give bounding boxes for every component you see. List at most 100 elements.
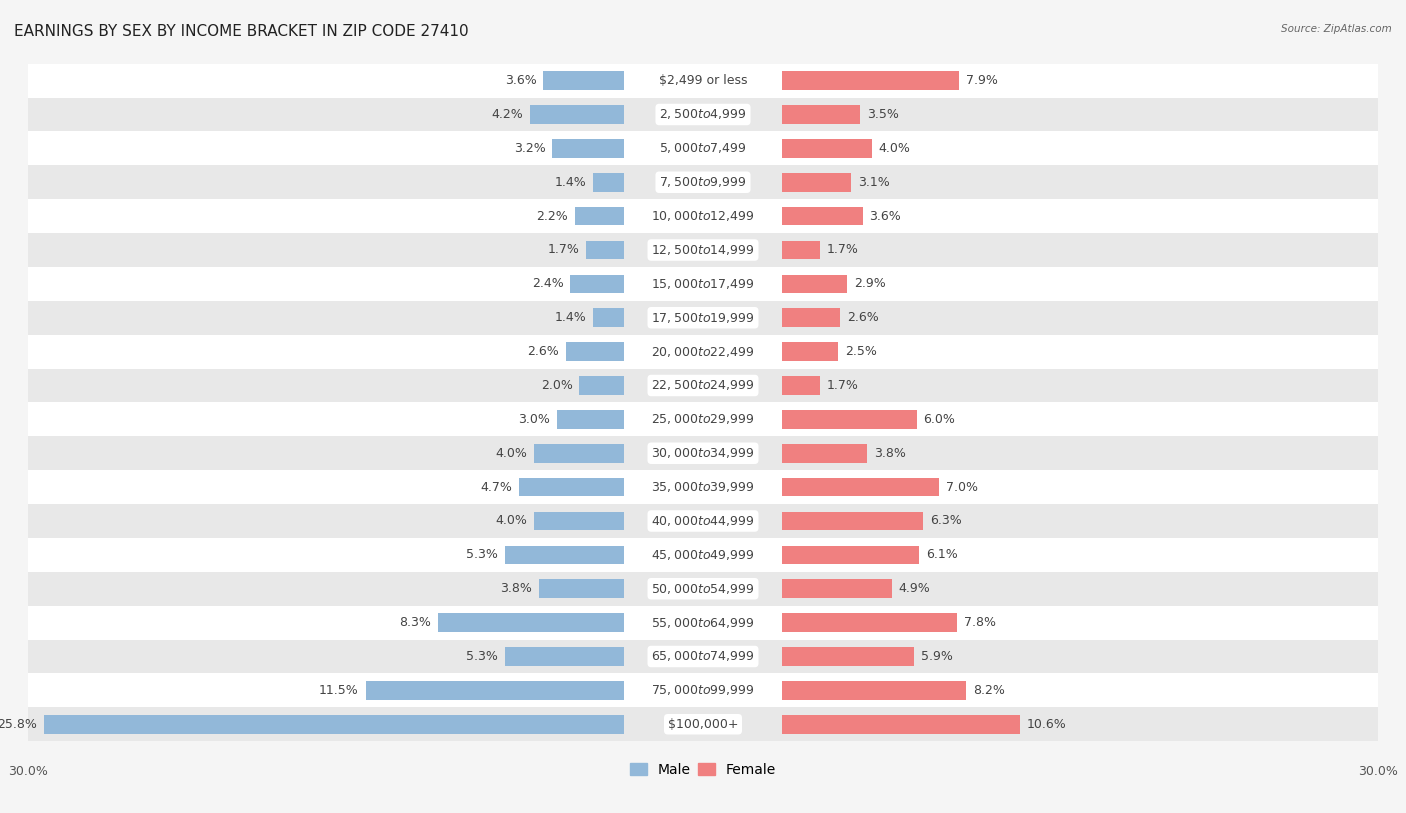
Text: $17,500 to $19,999: $17,500 to $19,999 xyxy=(651,311,755,324)
Text: 3.1%: 3.1% xyxy=(858,176,890,189)
Bar xyxy=(575,207,624,225)
Legend: Male, Female: Male, Female xyxy=(624,758,782,782)
Bar xyxy=(28,267,1378,301)
Bar xyxy=(782,342,838,361)
Bar xyxy=(782,444,868,463)
Text: 2.5%: 2.5% xyxy=(845,346,876,358)
Bar xyxy=(28,538,1378,572)
Text: 8.2%: 8.2% xyxy=(973,684,1005,697)
Text: 5.3%: 5.3% xyxy=(467,650,498,663)
Bar xyxy=(28,504,1378,538)
Bar xyxy=(534,444,624,463)
Text: 8.3%: 8.3% xyxy=(399,616,430,629)
Text: 7.9%: 7.9% xyxy=(966,74,998,87)
Bar xyxy=(28,63,1378,98)
Bar xyxy=(28,335,1378,368)
Text: $15,000 to $17,499: $15,000 to $17,499 xyxy=(651,277,755,291)
Text: $45,000 to $49,999: $45,000 to $49,999 xyxy=(651,548,755,562)
Bar xyxy=(505,647,624,666)
Bar xyxy=(437,613,624,632)
Text: $75,000 to $99,999: $75,000 to $99,999 xyxy=(651,684,755,698)
Bar xyxy=(28,368,1378,402)
Text: 1.7%: 1.7% xyxy=(827,379,859,392)
Text: 1.4%: 1.4% xyxy=(554,176,586,189)
Bar xyxy=(28,199,1378,233)
Bar xyxy=(593,308,624,327)
Bar xyxy=(28,640,1378,673)
Text: 4.0%: 4.0% xyxy=(496,447,527,459)
Text: 1.4%: 1.4% xyxy=(554,311,586,324)
Text: 5.9%: 5.9% xyxy=(921,650,953,663)
Bar xyxy=(505,546,624,564)
Bar xyxy=(44,715,624,733)
Text: $10,000 to $12,499: $10,000 to $12,499 xyxy=(651,209,755,223)
Text: $40,000 to $44,999: $40,000 to $44,999 xyxy=(651,514,755,528)
Text: $7,500 to $9,999: $7,500 to $9,999 xyxy=(659,176,747,189)
Text: $12,500 to $14,999: $12,500 to $14,999 xyxy=(651,243,755,257)
Bar xyxy=(28,707,1378,741)
Bar xyxy=(782,72,959,90)
Text: 2.0%: 2.0% xyxy=(541,379,572,392)
Bar xyxy=(557,410,624,428)
Bar xyxy=(782,647,914,666)
Text: 1.7%: 1.7% xyxy=(547,244,579,256)
Bar xyxy=(543,72,624,90)
Bar xyxy=(28,301,1378,335)
Bar xyxy=(782,681,966,700)
Bar xyxy=(28,165,1378,199)
Text: 3.2%: 3.2% xyxy=(513,142,546,154)
Text: 1.7%: 1.7% xyxy=(827,244,859,256)
Text: 4.9%: 4.9% xyxy=(898,582,931,595)
Text: 3.0%: 3.0% xyxy=(519,413,550,426)
Text: 2.2%: 2.2% xyxy=(536,210,568,223)
Text: $2,499 or less: $2,499 or less xyxy=(659,74,747,87)
Text: 3.6%: 3.6% xyxy=(505,74,537,87)
Bar xyxy=(28,673,1378,707)
Text: 2.6%: 2.6% xyxy=(527,346,560,358)
Bar xyxy=(28,606,1378,640)
Text: 3.6%: 3.6% xyxy=(869,210,901,223)
Bar xyxy=(28,402,1378,437)
Bar xyxy=(519,478,624,497)
Text: EARNINGS BY SEX BY INCOME BRACKET IN ZIP CODE 27410: EARNINGS BY SEX BY INCOME BRACKET IN ZIP… xyxy=(14,24,468,39)
Text: $20,000 to $22,499: $20,000 to $22,499 xyxy=(651,345,755,359)
Bar xyxy=(782,241,820,259)
Text: Source: ZipAtlas.com: Source: ZipAtlas.com xyxy=(1281,24,1392,34)
Text: 4.7%: 4.7% xyxy=(479,480,512,493)
Text: $2,500 to $4,999: $2,500 to $4,999 xyxy=(659,107,747,121)
Text: 6.0%: 6.0% xyxy=(924,413,955,426)
Text: 30.0%: 30.0% xyxy=(1358,765,1398,778)
Text: $50,000 to $54,999: $50,000 to $54,999 xyxy=(651,582,755,596)
Bar xyxy=(782,376,820,395)
Bar xyxy=(782,410,917,428)
Text: $30,000 to $34,999: $30,000 to $34,999 xyxy=(651,446,755,460)
Bar xyxy=(28,98,1378,132)
Bar xyxy=(565,342,624,361)
Bar xyxy=(782,139,872,158)
Bar xyxy=(530,105,624,124)
Bar xyxy=(28,233,1378,267)
Text: 2.9%: 2.9% xyxy=(853,277,886,290)
Bar xyxy=(28,132,1378,165)
Text: 3.5%: 3.5% xyxy=(868,108,898,121)
Text: 6.1%: 6.1% xyxy=(925,549,957,561)
Text: 3.8%: 3.8% xyxy=(875,447,905,459)
Bar xyxy=(782,715,1021,733)
Bar xyxy=(782,308,841,327)
Text: $65,000 to $74,999: $65,000 to $74,999 xyxy=(651,650,755,663)
Bar xyxy=(579,376,624,395)
Text: $35,000 to $39,999: $35,000 to $39,999 xyxy=(651,480,755,494)
Bar xyxy=(782,105,860,124)
Bar xyxy=(534,511,624,530)
Text: $25,000 to $29,999: $25,000 to $29,999 xyxy=(651,412,755,426)
Bar xyxy=(28,572,1378,606)
Bar xyxy=(782,511,924,530)
Bar xyxy=(782,207,863,225)
Text: 7.8%: 7.8% xyxy=(965,616,995,629)
Bar xyxy=(28,470,1378,504)
Text: 11.5%: 11.5% xyxy=(319,684,359,697)
Bar xyxy=(366,681,624,700)
Text: $5,000 to $7,499: $5,000 to $7,499 xyxy=(659,141,747,155)
Text: 4.2%: 4.2% xyxy=(491,108,523,121)
Bar xyxy=(571,275,624,293)
